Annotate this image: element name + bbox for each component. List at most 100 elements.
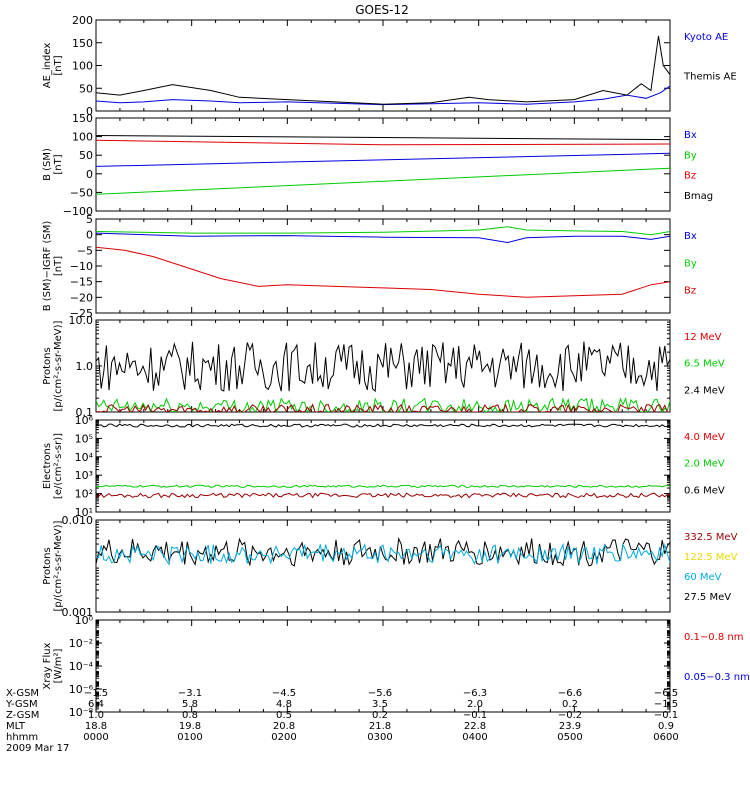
ephemeris-row-label: hhmm [6, 732, 39, 743]
y-tick-label: 10⁵ [75, 432, 93, 445]
ephemeris-value: 19.8 [178, 721, 202, 732]
panel-frame [95, 419, 671, 513]
y-axis-label: AE_index [42, 43, 53, 89]
y-tick-label: 10⁻⁸ [69, 706, 94, 719]
ephemeris-value: 0200 [271, 732, 297, 743]
ephemeris-value: 3.5 [372, 699, 388, 710]
y-tick-label: 150 [72, 37, 93, 50]
ephemeris-value: −1.5 [83, 688, 109, 699]
ephemeris-value: 0600 [653, 732, 679, 743]
y-axis-label: [e/(cm²-s-sr)] [53, 433, 64, 499]
ephemeris-value: 22.8 [463, 721, 487, 732]
ephemeris-value: 0.2 [372, 710, 388, 721]
y-axis-label: Protons [42, 347, 53, 384]
y-tick-label: −100 [63, 205, 93, 218]
y-tick-label: 0.001 [62, 606, 94, 619]
y-axis-label: [nT] [53, 55, 64, 75]
y-tick-label: 10⁰ [75, 614, 94, 627]
date-label: 2009 Mar 17 [6, 743, 70, 754]
y-tick-label: 50 [79, 149, 93, 162]
ephemeris-value: −3.1 [177, 688, 203, 699]
ephemeris-value: −0.1 [462, 710, 488, 721]
panel-ae_index: 0 50 100 150 200 AE_index [nT] Kyoto AE Themis A… [42, 14, 737, 118]
ephemeris-value: 1.0 [88, 710, 104, 721]
ephemeris-value: 0500 [557, 732, 583, 743]
ephemeris-value: 20.8 [272, 721, 296, 732]
ephemeris-value: −0.2 [557, 710, 583, 721]
y-axis-label: [nT] [53, 256, 64, 276]
series-line-by [96, 226, 670, 236]
y-tick-label: 10² [75, 488, 93, 501]
legend-entry: By [684, 258, 697, 269]
y-tick-label: 10⁴ [75, 451, 94, 464]
y-tick-label: 10⁻² [69, 637, 93, 650]
y-tick-label: 0 [86, 168, 93, 181]
y-tick-label: 10⁻⁶ [69, 683, 94, 696]
ephemeris-value: 0.9 [658, 721, 674, 732]
y-tick-label: 0.1 [76, 406, 94, 419]
legend-entry: Bz [684, 171, 696, 182]
y-axis-label: B (SM)−IGRF (SM) [42, 221, 53, 312]
ephemeris-row-label: MLT [6, 721, 25, 732]
legend-entry: 2.0 MeV [684, 459, 725, 470]
ephemeris-value: 18.8 [84, 721, 108, 732]
legend-entry: Bx [684, 231, 697, 242]
y-tick-label: 100 [72, 131, 93, 144]
ephemeris-value: 5.8 [182, 699, 198, 710]
y-tick-label: 0 [86, 229, 93, 242]
series-line-27-5-mev [96, 536, 670, 567]
ephemeris-value: 4.8 [276, 699, 292, 710]
legend-entry: 332.5 MeV [684, 532, 738, 543]
ephemeris-table: X-GSM −1.5 −3.1 −4.5 −5.6 −6.3 −6.6 −6.5 Y-GSM 6.… [6, 688, 726, 788]
legend-entry: 12 MeV [684, 332, 722, 343]
y-tick-label: 5 [86, 213, 93, 226]
legend-entry: 122.5 MeV [684, 552, 738, 563]
panel-frame [95, 519, 671, 613]
panel-b_minus_igrf: −25 −20 −15 −10 −5 0 5 B (SM)−IGRF (SM) [nT] Bx By… [42, 213, 697, 320]
y-axis-label: [p/(cm²-s-sr-MeV)] [53, 320, 64, 411]
y-tick-label: −15 [70, 276, 93, 289]
y-tick-label: 10¹ [75, 506, 93, 519]
y-tick-label: 150 [72, 112, 93, 125]
chart-title: GOES-12 [355, 3, 409, 17]
y-tick-label: 10⁻⁴ [69, 660, 94, 673]
ephemeris-row-label: X-GSM [6, 688, 40, 699]
ephemeris-row-label: Y-GSM [6, 699, 38, 710]
ephemeris-value: −0.1 [653, 710, 679, 721]
legend-entry: 4.0 MeV [684, 432, 725, 443]
series-line-bx [96, 232, 670, 244]
legend-entry: Bmag [684, 191, 713, 202]
y-axis-label: [W/m²] [53, 648, 64, 683]
panel-b_sm: −100 −50 0 50 100 150 B (SM) [nT] Bx By Bz Bmag [42, 112, 713, 218]
y-axis-label: B (SM) [42, 148, 53, 181]
panel-protons_low: 0.1 1.0 10.0 Protons [p/(cm²-s-sr-MeV)] 12 Me… [42, 314, 725, 419]
ephemeris-value: −6.3 [462, 688, 488, 699]
y-tick-label: 50 [79, 82, 93, 95]
panel-xray: 10⁻⁸ 10⁻⁶ 10⁻⁴ 10⁻² 10⁰ Xray Flux [W/m²] 0.1−0.… [42, 614, 750, 719]
ephemeris-value: 0.8 [182, 710, 198, 721]
y-axis-label: Protons [42, 547, 53, 584]
legend-entry: By [684, 150, 697, 161]
ephemeris-value: −5.6 [367, 688, 393, 699]
y-tick-label: 0 [86, 105, 93, 118]
y-axis-label: Xray Flux [42, 642, 53, 689]
ephemeris-value: 23.9 [558, 721, 582, 732]
legend-entry: 60 MeV [684, 572, 722, 583]
ephemeris-value: −6.6 [557, 688, 583, 699]
y-tick-label: 10³ [75, 469, 93, 482]
ephemeris-value: −1.5 [653, 699, 679, 710]
series-line-2-4-mev [96, 341, 670, 393]
legend-entry: 0.05−0.3 nm [684, 672, 750, 683]
legend-entry: Bx [684, 130, 697, 141]
y-tick-label: −20 [70, 291, 93, 304]
series-line-themis-ae [96, 35, 670, 105]
y-tick-label: −50 [70, 186, 93, 199]
ephemeris-value: 0400 [462, 732, 488, 743]
ephemeris-value: −6.5 [653, 688, 679, 699]
legend-entry: Kyoto AE [684, 32, 728, 43]
ephemeris-value: 2.0 [467, 699, 483, 710]
ephemeris-value: 21.8 [368, 721, 392, 732]
y-tick-label: 10.0 [69, 314, 94, 327]
legend-entry: 0.6 MeV [684, 485, 725, 496]
